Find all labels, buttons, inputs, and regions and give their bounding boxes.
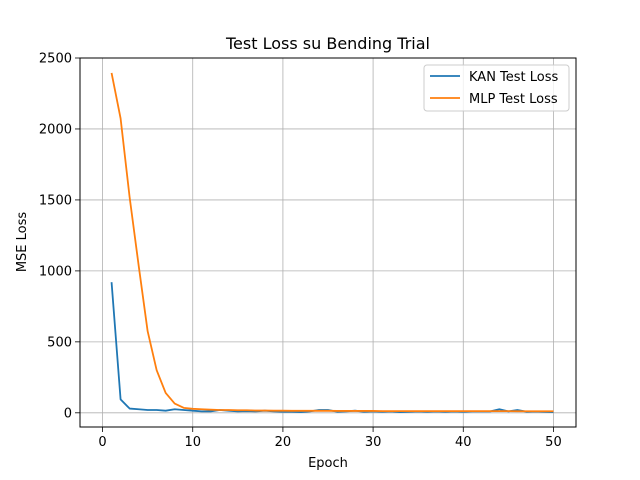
x-tick-label: 10 [184, 435, 201, 450]
x-axis-label: Epoch [308, 456, 348, 471]
y-tick-label: 1500 [39, 193, 72, 208]
chart-title: Test Loss su Bending Trial [225, 34, 430, 53]
legend: KAN Test Loss MLP Test Loss [423, 64, 570, 112]
y-tick-label: 2000 [39, 122, 72, 137]
y-axis-label: MSE Loss [15, 212, 30, 273]
y-tick-label: 1000 [39, 264, 72, 279]
legend-kan-label: KAN Test Loss [469, 70, 559, 85]
y-tick-label: 2500 [39, 52, 72, 67]
legend-mlp-label: MLP Test Loss [469, 92, 558, 107]
x-tick-label: 30 [365, 435, 382, 450]
x-tick-label: 20 [275, 435, 292, 450]
gridlines [80, 57, 576, 427]
plot-frame [79, 57, 577, 428]
legend-box [423, 64, 570, 112]
y-tick-label: 500 [47, 335, 72, 350]
series-lines [110, 72, 554, 414]
series-line-mlp [110, 72, 554, 413]
x-tick-label: 40 [455, 435, 472, 450]
y-tick-label: 0 [64, 406, 72, 421]
x-tick-label: 50 [545, 435, 562, 450]
x-tick-label: 0 [98, 435, 106, 450]
